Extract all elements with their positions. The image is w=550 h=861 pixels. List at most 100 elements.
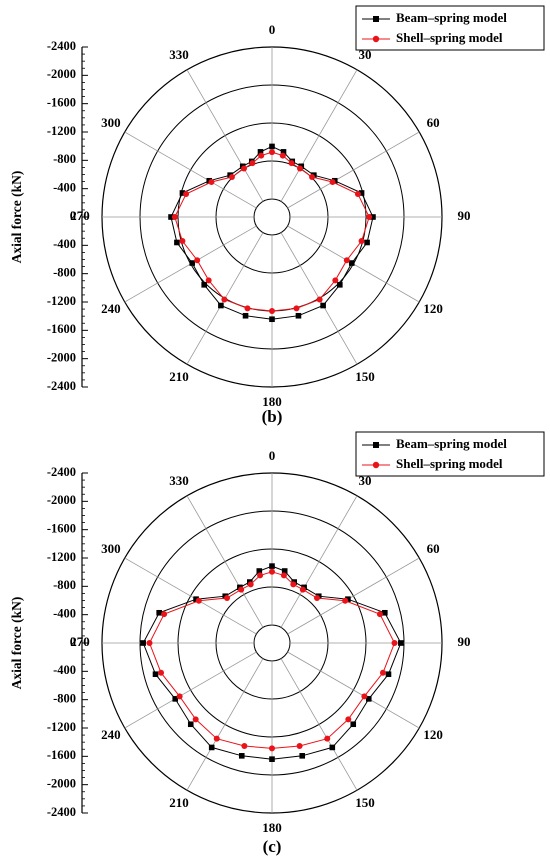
y-tick-label: -800 [53,152,76,166]
angle-label: 330 [169,473,189,488]
y-tick-label: -2400 [47,39,76,53]
data-point-square [269,563,275,569]
data-point-circle [228,173,235,180]
data-point-circle [345,716,352,723]
data-point-circle [293,305,300,312]
data-point-circle [309,173,316,180]
angle-label: 30 [359,47,372,62]
data-point-circle [324,735,331,742]
data-point-square [179,190,186,196]
y-tick-label: -400 [53,607,76,621]
y-tick-label: -1600 [47,522,76,536]
data-point-circle [179,238,186,245]
y-tick-label: 0 [70,209,76,223]
data-point-square [329,744,336,751]
angle-label: 90 [458,208,471,223]
angle-label: 150 [355,369,375,384]
data-point-square [345,596,351,602]
grid-circle [253,198,291,236]
angle-label: 210 [169,369,189,384]
legend-label: Beam–spring model [396,436,507,451]
y-tick-label: -1200 [47,720,76,734]
data-point-circle [329,179,336,186]
data-point-square [370,214,376,220]
data-point-square [238,753,245,759]
angle-label: 180 [262,820,282,835]
data-point-circle [366,214,373,220]
data-point-circle [161,611,168,618]
y-tick-label: -400 [53,181,76,195]
data-point-circle [241,743,248,750]
data-point-circle [224,595,231,602]
polar-chart-panel-b: 0 30 60 90 120 150 180 210 240 270 300 330 -2400 -200… [9,5,545,426]
y-tick-label: -1200 [47,550,76,564]
legend-marker-square [373,442,379,448]
data-point-circle [257,572,264,579]
data-point-square [174,239,180,246]
angle-label: 30 [359,473,372,488]
legend-marker-circle [372,461,380,469]
data-point-circle [376,611,383,618]
y-tick-label: -1600 [47,322,76,336]
legend-marker-circle [372,35,380,43]
data-point-circle [269,568,275,575]
data-point-circle [343,257,350,264]
grid-spoke [280,658,358,791]
grid-spoke [186,495,264,628]
y-tick-label: -2400 [47,379,76,393]
data-point-square [168,214,174,220]
data-point-circle [249,160,256,167]
data-point-circle [299,586,306,593]
grid-spoke [280,495,358,628]
data-point-square [269,143,275,150]
legend-box [355,5,545,51]
grid-spoke [124,557,257,635]
angle-label: 240 [101,301,121,316]
panel-label: (b) [262,407,283,426]
y-axis-label: Axial force (kN) [9,171,24,264]
y-tick-label: -400 [53,237,76,251]
angle-label: 330 [169,47,189,62]
data-point-square [218,302,224,309]
data-point-square [140,640,146,646]
data-point-circle [288,160,295,167]
y-tick-label: 0 [70,635,76,649]
data-point-circle [247,581,254,588]
data-point-square [365,696,372,702]
data-point-circle [279,152,286,159]
data-point-square [208,744,215,751]
data-point-circle [379,669,386,676]
data-point-square [257,149,264,155]
angle-label: 300 [101,115,121,130]
data-point-square [398,640,404,646]
data-point-square [364,239,370,246]
data-point-circle [332,277,339,284]
data-point-square [281,568,288,574]
y-tick-label: -800 [53,692,76,706]
data-point-circle [221,296,228,303]
data-point-square [348,260,355,266]
angle-label: 120 [423,727,443,742]
data-point-square [193,596,199,602]
angle-label: 300 [101,541,121,556]
data-point-circle [269,149,275,156]
y-tick-label: -2000 [47,777,76,791]
data-point-circle [361,693,368,700]
data-point-square [382,609,388,616]
data-point-square [299,753,306,759]
data-point-square [256,568,263,574]
angle-label: 240 [101,727,121,742]
data-point-square [172,696,179,702]
y-tick-label: -1600 [47,748,76,762]
data-point-circle [213,735,220,742]
data-point-circle [195,597,202,604]
data-point-circle [354,190,361,197]
data-point-circle [269,308,275,314]
data-point-circle [269,745,275,752]
grid-spoke [124,651,257,729]
grid-spoke [287,557,420,635]
grid-spoke [186,658,264,791]
data-point-circle [358,238,365,245]
angle-label: 270 [70,208,90,223]
angle-label: 150 [355,795,375,810]
